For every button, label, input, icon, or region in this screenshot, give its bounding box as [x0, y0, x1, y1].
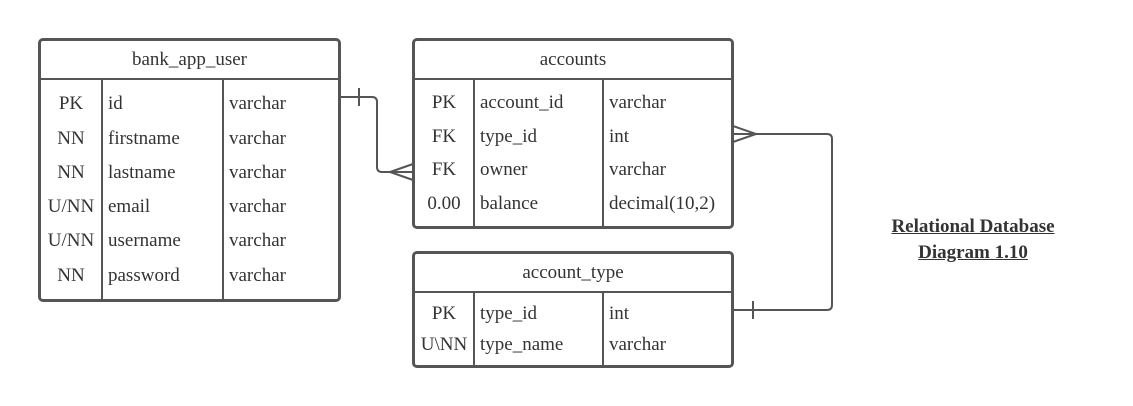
table-title: account_type [415, 254, 731, 293]
field-name: firstname [108, 127, 180, 149]
key-cell: U\NN [420, 334, 468, 355]
field-name: username [108, 230, 181, 252]
name-column: id firstname lastname email username pas… [103, 80, 224, 299]
field-name: type_name [480, 334, 564, 355]
table-body: PK FK FK 0.00 account_id type_id owner b… [415, 80, 731, 226]
connector-line [733, 133, 833, 311]
key-column: PK FK FK 0.00 [415, 80, 475, 226]
field-type: varchar [609, 334, 666, 355]
field-type: varchar [229, 93, 286, 115]
key-cell: NN [57, 127, 85, 149]
type-column: int varchar [604, 293, 731, 365]
field-name: id [108, 93, 123, 115]
field-type: int [609, 303, 630, 324]
crowfoot-many-marker [386, 163, 414, 181]
diagram-caption: Relational Database Diagram 1.10 [868, 214, 1078, 266]
field-type: varchar [229, 264, 286, 286]
field-name: type_id [480, 303, 537, 324]
field-name: account_id [480, 92, 564, 114]
table-body: PK U\NN type_id type_name int varchar [415, 293, 731, 365]
caption-line-2: Diagram 1.10 [918, 242, 1028, 263]
crowfoot-many-marker [732, 125, 760, 143]
key-column: PK NN NN U/NN U/NN NN [41, 80, 103, 299]
key-cell: PK [431, 92, 457, 114]
key-cell: FK [431, 125, 457, 147]
key-cell: U/NN [47, 230, 95, 252]
table-accounts: accounts PK FK FK 0.00 account_id type_i… [412, 38, 734, 229]
field-type: varchar [229, 196, 286, 218]
type-column: varchar int varchar decimal(10,2) [604, 80, 731, 226]
field-type: varchar [229, 127, 286, 149]
relationship-user-accounts [340, 88, 414, 181]
type-column: varchar varchar varchar varchar varchar … [224, 80, 338, 299]
key-cell: 0.00 [427, 192, 461, 214]
key-cell: PK [58, 93, 84, 115]
field-type: int [609, 125, 630, 147]
field-name: balance [480, 192, 539, 214]
key-cell: NN [57, 161, 85, 183]
key-column: PK U\NN [415, 293, 475, 365]
field-name: type_id [480, 125, 537, 147]
table-account-type: account_type PK U\NN type_id type_name i… [412, 251, 734, 368]
field-name: email [108, 196, 151, 218]
table-title: bank_app_user [41, 41, 338, 80]
field-name: password [108, 264, 180, 286]
name-column: type_id type_name [475, 293, 604, 365]
field-type: varchar [609, 159, 666, 181]
key-cell: FK [431, 159, 457, 181]
table-title: accounts [415, 41, 731, 80]
field-name: lastname [108, 161, 176, 183]
field-type: varchar [229, 161, 286, 183]
field-name: owner [480, 159, 528, 181]
table-body: PK NN NN U/NN U/NN NN id firstname lastn… [41, 80, 338, 299]
key-cell: U/NN [47, 196, 95, 218]
name-column: account_id type_id owner balance [475, 80, 604, 226]
connector-line [340, 96, 413, 173]
key-cell: PK [431, 303, 457, 324]
field-type: varchar [229, 230, 286, 252]
field-type: varchar [609, 92, 666, 114]
caption-line-1: Relational Database [891, 216, 1055, 237]
relationship-type-accounts [732, 125, 833, 319]
table-bank-app-user: bank_app_user PK NN NN U/NN U/NN NN id f… [38, 38, 341, 302]
field-type: decimal(10,2) [609, 192, 716, 214]
key-cell: NN [57, 264, 85, 286]
